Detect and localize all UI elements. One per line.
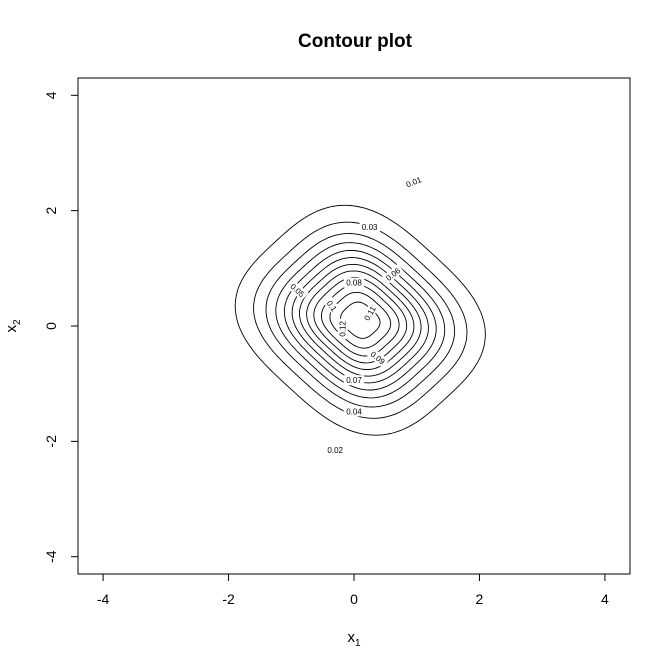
contour-line-4 — [275, 242, 446, 399]
contour-line-3 — [265, 233, 456, 408]
y-tick-label: 0 — [43, 322, 59, 330]
contour-label-group: 0.07 — [343, 375, 365, 386]
contour-label-group: 0.02 — [325, 445, 346, 455]
y-axis-label: x2 — [3, 319, 23, 333]
contour-label-background — [360, 301, 380, 325]
contour-label-background — [359, 221, 380, 232]
contour-line-10 — [320, 284, 400, 357]
y-tick-label: -2 — [43, 435, 59, 448]
contour-label-group: 0.08 — [343, 277, 365, 288]
y-tick-label: -4 — [43, 550, 59, 563]
contour-label-group: 0.06 — [381, 263, 405, 285]
contour-label: 0.04 — [346, 407, 362, 416]
contour-label-background — [366, 347, 389, 368]
contour-label: 0.12 — [339, 321, 348, 337]
plot-frame — [77, 77, 631, 575]
x-tick-label: 0 — [350, 591, 358, 607]
contour-label-background — [343, 406, 365, 417]
x-tick-label: -2 — [222, 591, 235, 607]
contour-label-group: 0.09 — [366, 347, 389, 368]
x-axis: -4 -2 0 2 4 — [97, 573, 609, 607]
contour-label-group: 0.04 — [343, 406, 365, 417]
contour-label-group: 0.11 — [360, 301, 380, 325]
y-tick-label: 4 — [43, 91, 59, 99]
contour-label: 0.08 — [346, 279, 362, 288]
x-tick-label: 4 — [601, 591, 609, 607]
contour-label-background — [337, 318, 348, 340]
x-tick-label: 2 — [476, 591, 484, 607]
contour-label-background — [343, 277, 365, 288]
contour-label-background — [323, 296, 341, 316]
contour-label-group: 0.1 — [323, 296, 341, 316]
contour-label-background — [343, 375, 365, 386]
contour-line-9 — [313, 277, 408, 364]
x-tick-label: -4 — [97, 591, 110, 607]
contour-line-1 — [234, 204, 486, 436]
contour-labels: 0.010.020.030.040.050.060.070.080.090.1 0… — [286, 173, 425, 455]
y-axis: -4 -2 0 2 4 — [43, 91, 79, 563]
contour-label: 0.07 — [346, 376, 362, 385]
contour-label-background — [402, 173, 425, 191]
contour-label-group: 0.03 — [359, 221, 380, 232]
contour-label-background — [286, 279, 309, 301]
contour-label: 0.03 — [362, 223, 378, 232]
x-axis-label: x1 — [347, 629, 361, 649]
y-tick-label: 2 — [43, 207, 59, 215]
contour-label-background — [381, 263, 405, 285]
contour-label-group: 0.12 — [337, 318, 348, 340]
contour-label: 0.02 — [327, 446, 343, 455]
contour-label-background — [325, 445, 346, 455]
contour-lines — [234, 204, 486, 436]
contour-line-6 — [291, 257, 429, 384]
contour-line-8 — [306, 270, 415, 370]
chart-title: Contour plot — [298, 31, 413, 52]
contour-label-group: 0.01 — [402, 173, 425, 191]
